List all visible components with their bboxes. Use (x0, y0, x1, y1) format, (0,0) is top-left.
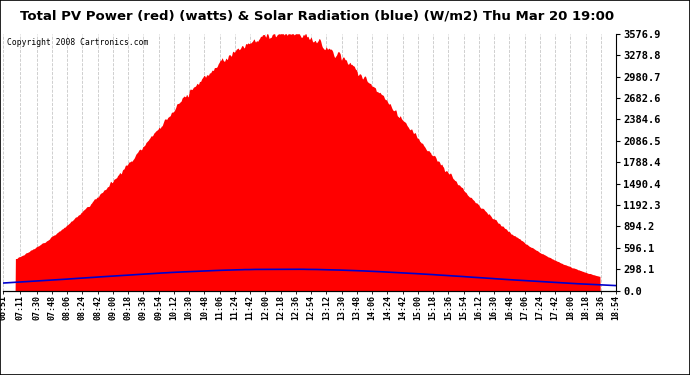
Text: Total PV Power (red) (watts) & Solar Radiation (blue) (W/m2) Thu Mar 20 19:00: Total PV Power (red) (watts) & Solar Rad… (20, 9, 615, 22)
Text: Copyright 2008 Cartronics.com: Copyright 2008 Cartronics.com (6, 38, 148, 46)
